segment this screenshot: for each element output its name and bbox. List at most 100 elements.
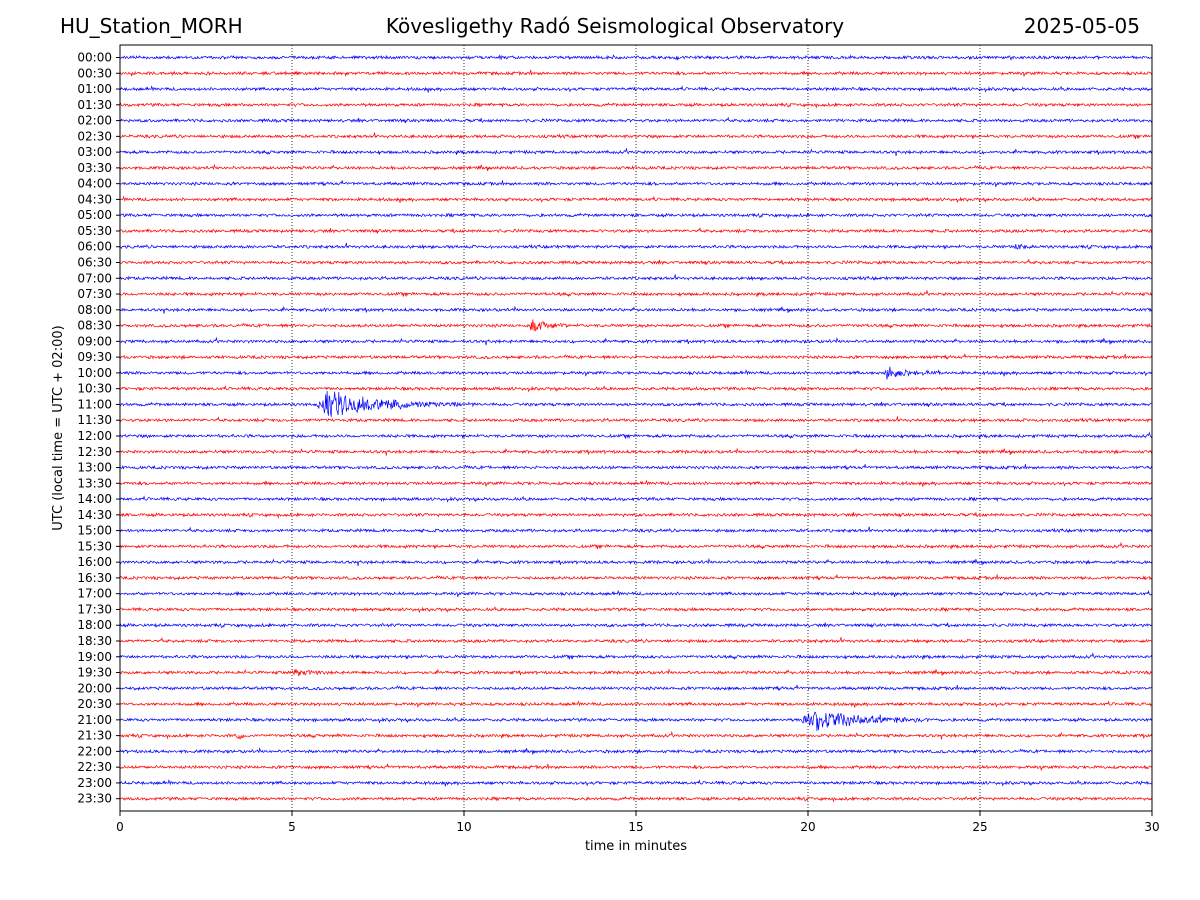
y-tick-label: 13:30: [77, 476, 112, 490]
trace-1430: [119, 512, 1153, 519]
x-tick-label: 25: [972, 820, 987, 834]
y-tick-label: 17:00: [77, 587, 112, 601]
trace-1230: [119, 447, 1153, 456]
y-tick-label: 14:30: [77, 508, 112, 522]
trace-1400: [119, 495, 1153, 503]
trace-2000: [119, 684, 1153, 692]
y-tick-label: 02:30: [77, 129, 112, 143]
y-tick-label: 23:30: [77, 792, 112, 806]
trace-1500: [119, 526, 1153, 534]
y-tick-label: 04:00: [77, 177, 112, 191]
y-tick-label: 07:00: [77, 271, 112, 285]
trace-1000: [119, 366, 1153, 380]
trace-0130: [119, 102, 1153, 109]
trace-0630: [119, 258, 1153, 266]
observatory-title: Kövesligethy Radó Seismological Observat…: [385, 14, 845, 38]
y-tick-label: 22:00: [77, 744, 112, 758]
y-tick-label: 12:00: [77, 429, 112, 443]
y-tick-label: 18:30: [77, 634, 112, 648]
y-tick-label: 09:00: [77, 334, 112, 348]
trace-1130: [119, 416, 1153, 423]
record-date: 2025-05-05: [1023, 14, 1140, 38]
trace-1330: [119, 479, 1153, 487]
y-tick-label: 18:00: [77, 618, 112, 632]
trace-0700: [119, 274, 1153, 282]
y-tick-label: 00:00: [77, 51, 112, 65]
trace-1600: [119, 557, 1153, 567]
trace-2300: [119, 779, 1153, 787]
trace-1830: [119, 637, 1153, 644]
y-tick-label: 15:00: [77, 524, 112, 538]
y-tick-label: 15:30: [77, 539, 112, 553]
trace-1200: [119, 431, 1153, 440]
y-tick-label: 21:00: [77, 713, 112, 727]
y-tick-label: 20:00: [77, 681, 112, 695]
trace-2230: [119, 763, 1153, 771]
trace-0330: [119, 163, 1153, 171]
trace-1300: [119, 464, 1153, 471]
trace-0800: [119, 305, 1153, 314]
y-tick-label: 01:30: [77, 98, 112, 112]
trace-0830: [119, 319, 1153, 332]
y-tick-label: 13:00: [77, 461, 112, 475]
x-tick-label: 10: [456, 820, 471, 834]
y-tick-label: 03:30: [77, 161, 112, 175]
y-tick-label: 19:00: [77, 650, 112, 664]
trace-0600: [119, 242, 1153, 251]
trace-0230: [119, 132, 1153, 140]
trace-1930: [119, 668, 1153, 677]
y-axis-label: UTC (local time = UTC + 02:00): [51, 325, 66, 530]
trace-0730: [119, 289, 1153, 298]
trace-0430: [119, 195, 1153, 204]
y-tick-label: 03:00: [77, 145, 112, 159]
y-tick-label: 01:00: [77, 82, 112, 96]
grid-lines: [291, 45, 981, 811]
station-name: HU_Station_MORH: [60, 14, 243, 38]
trace-0000: [119, 54, 1153, 61]
y-tick-label: 16:00: [77, 555, 112, 569]
x-axis-ticks: 0 5 10 15 20 25 30: [116, 811, 1160, 834]
trace-1030: [119, 384, 1153, 393]
trace-0530: [119, 227, 1153, 234]
y-tick-label: 06:00: [77, 240, 112, 254]
y-tick-label: 07:30: [77, 287, 112, 301]
y-tick-label: 21:30: [77, 729, 112, 743]
y-tick-label: 00:30: [77, 66, 112, 80]
y-tick-label: 19:30: [77, 666, 112, 680]
trace-2200: [119, 747, 1153, 755]
y-tick-label: 06:30: [77, 256, 112, 270]
trace-1900: [119, 652, 1153, 660]
trace-0200: [119, 116, 1153, 124]
trace-0030: [119, 69, 1153, 77]
y-tick-label: 20:30: [77, 697, 112, 711]
trace-0300: [119, 147, 1153, 157]
y-tick-label: 08:30: [77, 319, 112, 333]
trace-0930: [119, 353, 1153, 361]
trace-1530: [119, 541, 1153, 550]
y-tick-label: 05:00: [77, 208, 112, 222]
trace-2130: [119, 730, 1153, 740]
x-tick-label: 0: [116, 820, 124, 834]
y-tick-label: 09:30: [77, 350, 112, 364]
y-tick-label: 10:30: [77, 382, 112, 396]
y-tick-label: 14:00: [77, 492, 112, 506]
y-tick-label: 05:30: [77, 224, 112, 238]
trace-1100: [119, 390, 1153, 417]
y-tick-label: 23:00: [77, 776, 112, 790]
x-tick-label: 15: [628, 820, 643, 834]
y-tick-label: 17:30: [77, 602, 112, 616]
y-tick-label: 11:00: [77, 397, 112, 411]
trace-1800: [119, 622, 1153, 630]
trace-0400: [119, 180, 1153, 187]
trace-0500: [119, 212, 1153, 220]
x-axis-label: time in minutes: [585, 839, 687, 854]
x-tick-label: 20: [800, 820, 815, 834]
trace-2330: [119, 796, 1153, 803]
trace-2030: [119, 700, 1153, 708]
y-tick-label: 11:30: [77, 413, 112, 427]
y-tick-label: 08:00: [77, 303, 112, 317]
trace-2100: [119, 711, 1153, 731]
trace-1700: [119, 589, 1153, 598]
trace-1630: [119, 574, 1153, 581]
